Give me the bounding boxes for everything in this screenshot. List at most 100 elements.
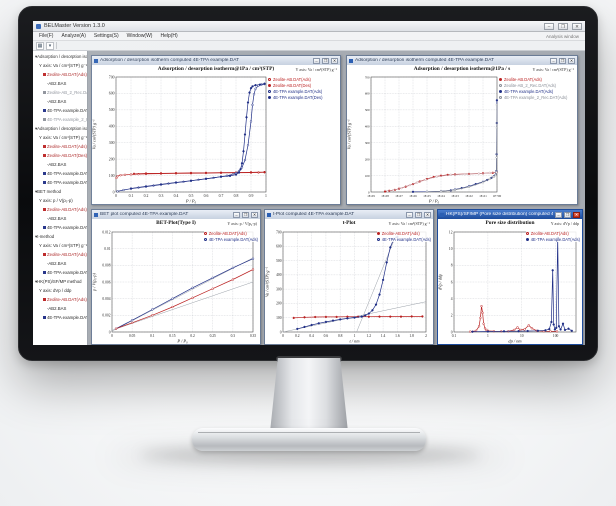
menu-item-1[interactable]: Analyze(A) [61,33,86,39]
window-maximize-button[interactable]: ❐ [559,57,566,64]
window-close-button[interactable]: ✕ [573,211,580,218]
tree-item[interactable]: -AB2.BAS [33,97,87,106]
chart-yaxis-note: Y axis: Va / cm³(STP) g⁻¹ [532,67,574,72]
mdi-area: Adsorption / desorption isotherm compute… [88,51,585,345]
tree-item[interactable]: 4E-TPA example.DAT(Ads) [33,169,87,178]
window-minimize-button[interactable]: – [233,211,240,218]
app-body: ▾Adsorption / desorption isothermY axis:… [33,51,585,345]
svg-text:10: 10 [449,247,453,251]
window-close-button[interactable]: ✕ [251,211,258,218]
tree-item[interactable]: Zeolite-AB.DAT(Des) [33,151,87,160]
svg-text:10: 10 [520,334,524,338]
svg-text:0.2: 0.2 [295,334,300,338]
svg-text:0.2: 0.2 [190,334,195,338]
window-titlebar[interactable]: Adsorption / desorption isotherm compute… [347,56,577,65]
tree-expand-icon[interactable]: ▾ [35,189,38,194]
window-minimize-button[interactable]: – [313,57,320,64]
window-maximize-button[interactable]: ❐ [564,211,571,218]
tree-item[interactable]: Zeolite-AB_2_Rec.DAT(Ads) [33,88,87,97]
tree-item[interactable]: -AB2.BAS [33,304,87,313]
tree-item[interactable]: ▾Adsorption / desorption isotherm [33,124,87,133]
svg-text:0.8: 0.8 [338,334,343,338]
chart-yaxis-note: Y axis: dVp / ddp [550,221,579,226]
window-maximize-button[interactable]: ❐ [415,211,422,218]
tree-item[interactable]: ▾t-method [33,232,87,241]
menu-item-3[interactable]: Window(W) [126,33,153,39]
tree-item[interactable]: Zeolite-AB.DAT(Ads) [33,205,87,214]
tree-item[interactable]: 4E-TPA example.DAT(Ads) [33,268,87,277]
tree-item[interactable]: -AB2.BAS [33,79,87,88]
tree-item[interactable]: -AB2.BAS [33,259,87,268]
tree-expand-icon[interactable]: ▾ [35,279,38,284]
legend-entry: Zeolite-AB_2_Rec.DAT(Ads) [499,83,575,88]
tree-item[interactable]: Y axis: Va / cm³(STP) g⁻¹ [33,241,87,250]
menu-item-4[interactable]: Help(H) [160,33,178,39]
legend: Zeolite-AB.DAT(Ads) 4E-TPA example.DAT(Ad… [203,231,258,242]
window-minimize-button[interactable]: – [555,211,562,218]
tree-item-label: Zeolite-AB_2_Rec.DAT(Ads) [47,90,87,95]
tree-item[interactable]: Zeolite-AB.DAT(Ads) [33,70,87,79]
tree-expand-icon[interactable]: ▾ [35,234,38,239]
window-close-button[interactable]: ✕ [424,211,431,218]
layout-grid-icon[interactable]: ▦ [36,41,44,50]
tree-item[interactable]: Zeolite-AB.DAT(Ads) [33,250,87,259]
svg-text:P / P₀: P / P₀ [185,199,197,204]
tree-node-icon [43,298,46,302]
tree-item[interactable]: Y axis: Va / cm³(STP) g⁻¹ [33,61,87,70]
tree-item[interactable]: 4E-TPA example.DAT(Ads) [33,223,87,232]
tree-item[interactable]: 4E-TPA example_2_Rec.DAT(Ads) [33,115,87,124]
tree-item[interactable]: Y axis: dVp / ddp [33,286,87,295]
tree-item-label: Adsorption / desorption isotherm [37,126,87,131]
app-titlebar[interactable]: BELMaster Version 1.3.0 – ❐ ✕ [33,21,585,32]
tree-item[interactable]: ▾HK(PS)/SF/MP method [33,277,87,286]
legend-marker-icon [376,232,380,235]
tree-item-label: Y axis: p / V(p₀-p) [39,198,73,203]
window-close-button[interactable]: ✕ [568,57,575,64]
window-titlebar[interactable]: t-Plot computed 4E-TPA example.DAT – ❐ ✕ [265,210,433,219]
legend-label: 4E-TPA example.DAT(Ads) [381,237,431,242]
tree-expand-icon[interactable]: ▾ [35,54,38,59]
app-minimize-button[interactable]: – [544,22,554,30]
window-icon [440,212,444,217]
tree-item[interactable]: ▾BET method [33,187,87,196]
tree-item-label: Zeolite-AB.DAT(Ads) [47,252,87,257]
svg-text:0.25: 0.25 [210,334,216,338]
tree-item[interactable]: Zeolite-AB.DAT(Ads) [33,142,87,151]
window-close-button[interactable]: ✕ [331,57,338,64]
tree-item[interactable]: ▾Adsorption / desorption isotherm [33,52,87,61]
tree-node-icon [43,154,46,158]
svg-text:0: 0 [113,190,115,194]
app-maximize-button[interactable]: ❐ [558,22,568,30]
legend-entry: 4E-TPA example.DAT(Ads) [499,89,575,94]
dropdown-arrow-icon[interactable]: ▾ [46,41,54,50]
window-titlebar[interactable]: Adsorption / desorption isotherm compute… [92,56,340,65]
svg-text:Va / cm³(STP) g⁻¹: Va / cm³(STP) g⁻¹ [92,119,97,150]
tree-item[interactable]: -AB2.BAS [33,214,87,223]
tree-item[interactable]: Y axis: Va / cm³(STP) g⁻¹ [33,133,87,142]
app-close-button[interactable]: ✕ [572,22,582,30]
tree-node-icon [43,253,46,257]
legend-entry: 4E-TPA example.DAT(Ads) [268,89,338,94]
window-maximize-button[interactable]: ❐ [242,211,249,218]
menu-item-2[interactable]: Settings(S) [93,33,119,39]
app-window: BELMaster Version 1.3.0 – ❐ ✕ File(F) Ana… [33,21,585,345]
tree-expand-icon[interactable]: ▾ [35,126,38,131]
window-titlebar[interactable]: BET plot computed 4E-TPA example.DAT – ❐ ✕ [92,210,260,219]
tree-item[interactable]: Zeolite-AB.DAT(Ads) [33,295,87,304]
tree-item-label: Zeolite-AB.DAT(Ads) [47,297,87,302]
tree-item[interactable]: -AB2.BAS [33,160,87,169]
legend-marker-icon [499,78,502,81]
svg-text:200: 200 [109,157,115,161]
tree-item[interactable]: 4E-TPA example.DAT(Des) [33,178,87,187]
window-minimize-button[interactable]: – [550,57,557,64]
tree-item[interactable]: Y axis: p / V(p₀-p) [33,196,87,205]
tree-item[interactable]: 4E-TPA example.DAT(Ads) [33,313,87,322]
chart-title: t-Plot [342,220,356,226]
svg-text:0.6: 0.6 [204,194,209,198]
menu-item-0[interactable]: File(F) [39,33,54,39]
window-titlebar[interactable]: HK(PS)/SF/MP (Pore size distribution) co… [438,210,582,219]
window-minimize-button[interactable]: – [406,211,413,218]
tree-item[interactable]: 4E-TPA example.DAT(Ads) [33,106,87,115]
window-maximize-button[interactable]: ❐ [322,57,329,64]
legend-label: Zeolite-AB.DAT(Des) [273,83,312,88]
